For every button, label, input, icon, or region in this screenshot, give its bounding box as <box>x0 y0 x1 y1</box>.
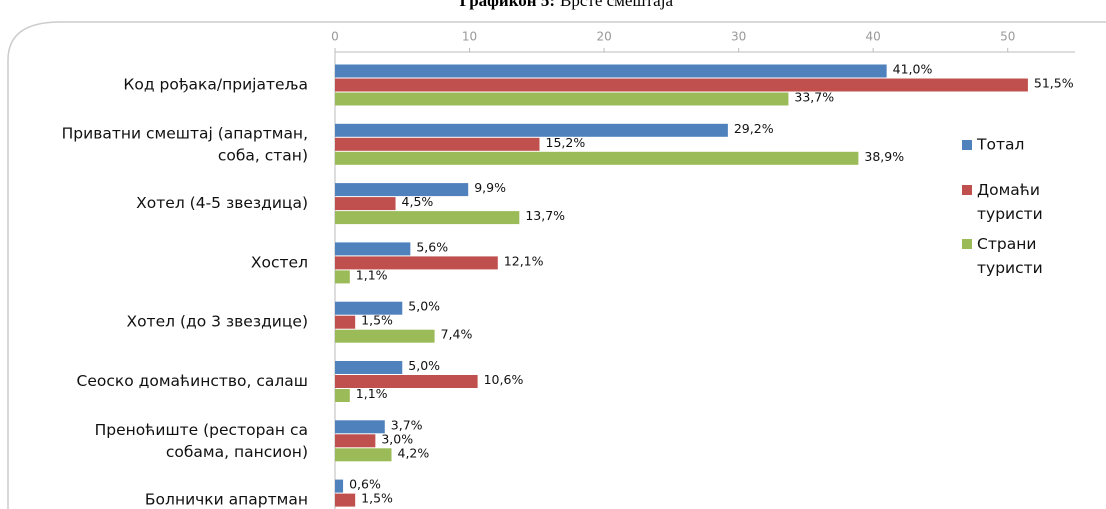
value-label: 1,5% <box>361 491 393 506</box>
bar <box>335 434 376 448</box>
value-label: 4,5% <box>402 194 434 209</box>
value-label: 3,0% <box>381 431 413 446</box>
value-label: 1,5% <box>361 313 393 328</box>
value-label: 1,1% <box>356 386 388 401</box>
value-label: 41,0% <box>893 62 933 77</box>
bar <box>335 375 478 388</box>
bar <box>335 493 356 507</box>
category-label: Преноћиште (ресторан са собама, пансион) <box>95 420 308 460</box>
value-label: 5,0% <box>408 299 440 314</box>
bar <box>335 151 859 165</box>
category-label: Болнички апартман <box>145 491 308 509</box>
bar <box>335 78 1028 92</box>
bar <box>335 123 728 137</box>
bar <box>335 270 350 284</box>
bar <box>335 315 356 329</box>
category-label: Код рођака/пријатеља <box>123 76 308 94</box>
x-tick-label: 10 <box>462 30 477 44</box>
value-label: 7,4% <box>441 327 473 342</box>
value-label: 4,2% <box>398 445 430 460</box>
value-label: 5,0% <box>408 358 440 373</box>
legend-label: Тотал <box>976 136 1024 154</box>
value-label: 29,2% <box>734 121 774 136</box>
category-label: Хотел (4-5 звездица) <box>136 194 308 212</box>
value-label: 38,9% <box>864 149 904 164</box>
bar <box>335 137 540 151</box>
x-tick-label: 20 <box>596 30 611 44</box>
value-label: 51,5% <box>1034 76 1074 91</box>
bar <box>335 389 350 402</box>
bar <box>335 361 403 374</box>
x-tick-label: 30 <box>731 30 746 44</box>
x-tick-label: 0 <box>331 30 339 44</box>
value-label: 15,2% <box>546 135 586 150</box>
value-label: 9,9% <box>474 180 506 195</box>
bar <box>335 242 411 256</box>
category-label: Хотел (до 3 звездице) <box>126 313 308 331</box>
legend-label: Домаћи туристи <box>977 181 1043 223</box>
bar <box>335 448 392 462</box>
bar <box>335 479 344 493</box>
bar <box>335 211 520 225</box>
value-label: 1,1% <box>356 267 388 282</box>
category-label: Сеоско домаћинство, салаш <box>77 372 308 390</box>
value-label: 13,7% <box>525 208 565 223</box>
x-tick-label: 40 <box>866 30 881 44</box>
value-label: 5,6% <box>416 239 448 254</box>
value-label: 0,6% <box>349 477 381 492</box>
chart-title: Врсте смештаја <box>560 0 673 10</box>
value-label: 10,6% <box>484 372 524 387</box>
bar <box>335 301 403 315</box>
legend-swatch <box>962 185 972 195</box>
legend-label: Страни туристи <box>977 235 1043 277</box>
bar <box>335 256 498 270</box>
chart-frame <box>7 21 1106 509</box>
bar <box>335 197 396 211</box>
value-label: 33,7% <box>794 90 834 105</box>
legend-swatch <box>962 140 972 150</box>
bar <box>335 329 435 343</box>
bar <box>335 64 887 78</box>
legend-swatch <box>962 239 972 249</box>
value-label: 12,1% <box>504 253 544 268</box>
bar <box>335 420 385 434</box>
chart-title-label: Графикон 5: <box>459 0 555 10</box>
x-tick-label: 50 <box>1000 30 1015 44</box>
bar <box>335 92 789 106</box>
category-label: Приватни смештај (апартман, соба, стан) <box>62 124 308 164</box>
category-label: Хостел <box>251 253 308 271</box>
value-label: 3,7% <box>391 417 423 432</box>
bar <box>335 183 469 197</box>
